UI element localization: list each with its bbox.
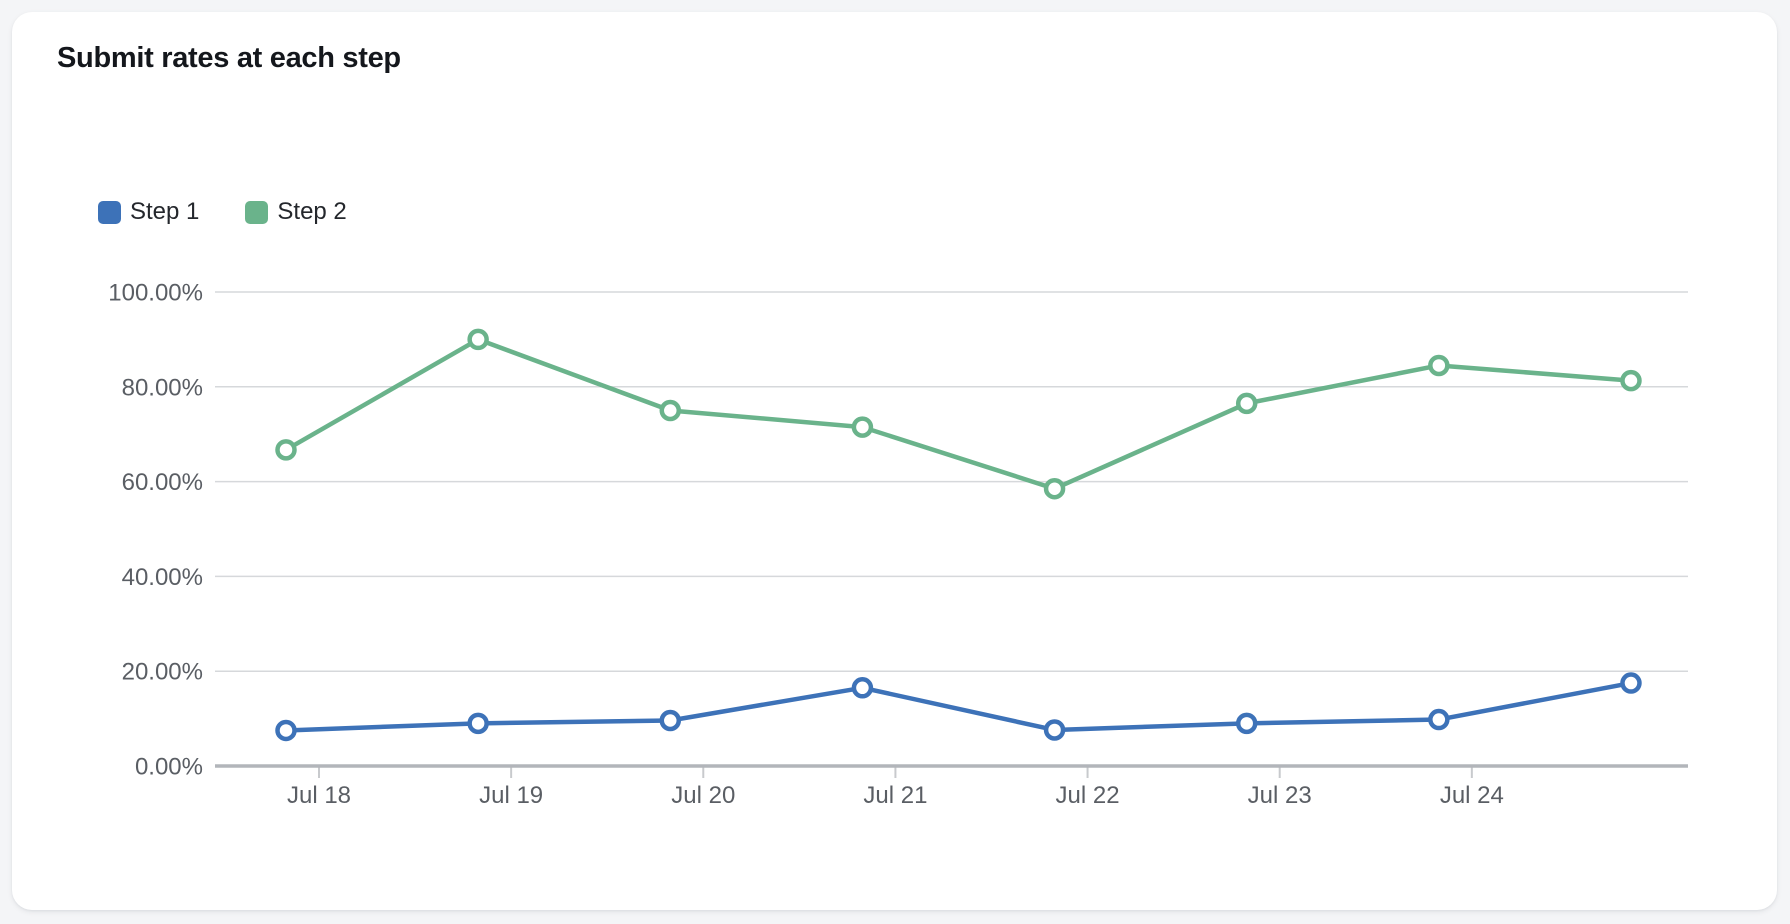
step-2-marker-jul-20[interactable] xyxy=(659,399,682,422)
step-2-marker-jul-19[interactable] xyxy=(467,328,489,351)
step-1-marker-jul-21[interactable] xyxy=(851,677,874,699)
step-1-marker-jul-18[interactable] xyxy=(275,719,297,742)
legend-label-step-1: Step 1 xyxy=(130,198,200,225)
y-axis-label-60: 60.00% xyxy=(122,469,203,496)
x-axis-label-jul-20: Jul 20 xyxy=(671,782,735,809)
step-1-marker-jul-19[interactable] xyxy=(467,712,489,735)
legend-item-step-1[interactable]: Step 1 xyxy=(98,198,199,226)
legend-item-step-2[interactable]: Step 2 xyxy=(245,198,347,226)
chart-title: Submit rates at each step xyxy=(57,42,401,74)
step-2-line xyxy=(283,337,1634,491)
legend-label-step-2: Step 2 xyxy=(277,198,347,225)
y-axis-label-40: 40.00% xyxy=(122,564,203,591)
y-axis-label-0: 0.00% xyxy=(135,754,203,781)
x-axis-label-jul-23: Jul 23 xyxy=(1248,782,1312,809)
step-1-swatch-icon xyxy=(98,200,121,224)
x-axis-label-jul-18: Jul 18 xyxy=(287,782,351,809)
step-1-marker-jul-24[interactable] xyxy=(1428,708,1450,731)
x-axis-label-jul-19: Jul 19 xyxy=(479,782,543,809)
step-2-marker-jul-22[interactable] xyxy=(1043,477,1066,500)
y-axis-label-80: 80.00% xyxy=(122,374,203,401)
step-2-marker-jul-23[interactable] xyxy=(1235,392,1258,415)
step-1-marker-point-8[interactable] xyxy=(1620,672,1642,694)
step-1-line xyxy=(283,680,1634,733)
y-axis-label-100: 100.00% xyxy=(108,280,203,307)
step-1-marker-jul-20[interactable] xyxy=(659,709,682,732)
chart-card: Submit rates at each step Step 1 Step 2 xyxy=(12,12,1777,910)
x-axis-label-jul-21: Jul 21 xyxy=(863,782,927,809)
step-2-swatch-icon xyxy=(245,200,269,224)
step-1-marker-jul-23[interactable] xyxy=(1235,712,1258,735)
step-1-marker-jul-22[interactable] xyxy=(1043,719,1066,741)
y-axis-label-20: 20.00% xyxy=(122,659,203,686)
x-axis-label-jul-24: Jul 24 xyxy=(1440,782,1504,809)
step-2-marker-jul-21[interactable] xyxy=(851,416,874,438)
chart-legend: Step 1 Step 2 xyxy=(98,198,347,226)
x-axis-label-jul-22: Jul 22 xyxy=(1056,782,1120,809)
step-2-marker-point-8[interactable] xyxy=(1620,369,1642,392)
step-2-marker-jul-18[interactable] xyxy=(275,439,297,461)
step-2-marker-jul-24[interactable] xyxy=(1428,354,1450,377)
